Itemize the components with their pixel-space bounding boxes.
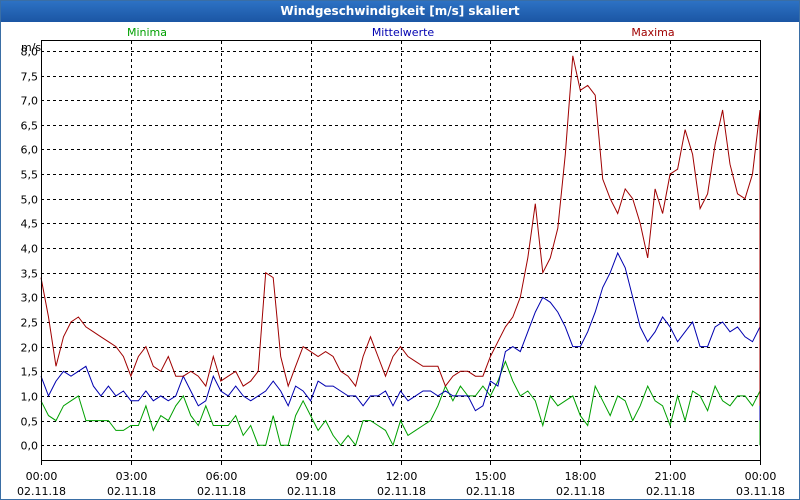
y-tick-label: 4,5 bbox=[21, 218, 39, 231]
y-axis-unit: m/s bbox=[21, 41, 41, 54]
x-tick-time: 18:00 bbox=[565, 470, 597, 483]
legend-maxima: Maxima bbox=[631, 26, 674, 39]
y-tick-label: 1,5 bbox=[21, 366, 39, 379]
x-tick-time: 15:00 bbox=[475, 470, 507, 483]
series-layer bbox=[40, 55, 761, 447]
x-tick-date: 02.11.18 bbox=[377, 485, 426, 498]
legend-mittelwerte: Mittelwerte bbox=[372, 26, 435, 39]
x-tick-date: 02.11.18 bbox=[287, 485, 336, 498]
x-tick-date: 03.11.18 bbox=[736, 485, 785, 498]
x-tick-time: 03:00 bbox=[116, 470, 148, 483]
y-tick-label: 8,0 bbox=[21, 46, 39, 59]
x-tick-date: 02.11.18 bbox=[466, 485, 515, 498]
y-tick-label: 6,5 bbox=[21, 120, 39, 133]
y-tick-label: 7,0 bbox=[21, 95, 39, 108]
x-tick-labels: 00:00 02.11.18 03:00 02.11.18 06:00 02.11.18 0… bbox=[17, 470, 785, 498]
y-tick-label: 6,0 bbox=[21, 144, 39, 157]
y-tick-label: 7,5 bbox=[21, 71, 39, 84]
x-tick-time: 12:00 bbox=[386, 470, 418, 483]
y-tick-label: 0,5 bbox=[21, 416, 39, 429]
y-tick-label: 5,5 bbox=[21, 169, 39, 182]
y-tick-label: 4,0 bbox=[21, 243, 39, 256]
y-tick-label: 3,0 bbox=[21, 292, 39, 305]
x-tick-date: 02.11.18 bbox=[107, 485, 156, 498]
x-tick-time: 00:00 bbox=[745, 470, 777, 483]
series-line-maxima bbox=[40, 55, 761, 406]
x-tick-time: 06:00 bbox=[206, 470, 238, 483]
y-tick-label: 2,5 bbox=[21, 317, 39, 330]
x-tick-date: 02.11.18 bbox=[646, 485, 695, 498]
plot-area-border bbox=[41, 40, 761, 461]
legend-minima: Minima bbox=[127, 26, 167, 39]
grid-layer bbox=[41, 41, 761, 465]
y-tick-label: 0,0 bbox=[21, 440, 39, 453]
y-tick-label: 2,0 bbox=[21, 342, 39, 355]
x-tick-date: 02.11.18 bbox=[556, 485, 605, 498]
x-tick-date: 02.11.18 bbox=[197, 485, 246, 498]
y-tick-label: 1,0 bbox=[21, 391, 39, 404]
x-tick-time: 09:00 bbox=[296, 470, 328, 483]
y-tick-label: 5,0 bbox=[21, 194, 39, 207]
x-tick-date: 02.11.18 bbox=[17, 485, 66, 498]
series-line-minima bbox=[40, 359, 761, 447]
x-tick-time: 21:00 bbox=[655, 470, 687, 483]
x-tick-time: 00:00 bbox=[26, 470, 58, 483]
window-title: Windgeschwindigkeit [m/s] skaliert bbox=[1, 1, 799, 22]
y-tick-label: 3,5 bbox=[21, 268, 39, 281]
y-tick-labels: 8,0 7,5 7,0 6,5 6,0 5,5 5,0 4,5 4,0 3,5 3,0 2,5 2,0 1… bbox=[21, 46, 39, 453]
